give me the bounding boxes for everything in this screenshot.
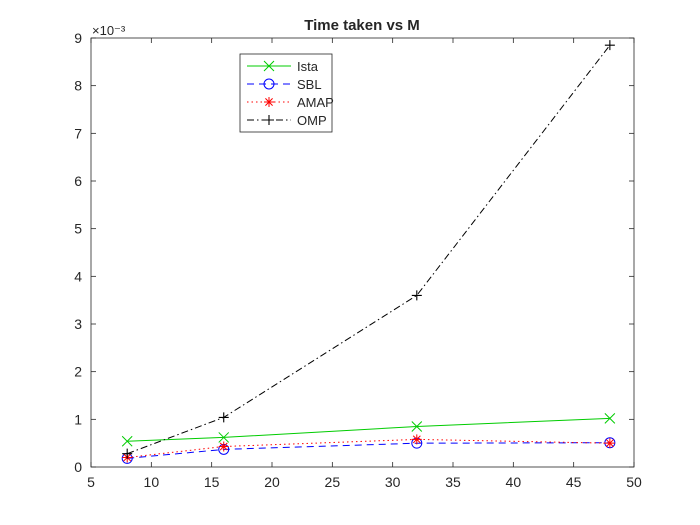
data-point-amap [604, 438, 615, 449]
plot-area: 5 10 15 20 25 30 35 40 45 500123456789IstaSBLAMAP… [74, 30, 642, 490]
legend-label-omp: OMP [297, 113, 327, 128]
data-point-amap [218, 441, 229, 452]
x-tick-label: 20 [264, 474, 280, 490]
x-tick-label: 35 [445, 474, 461, 490]
series-line-omp [127, 44, 611, 455]
legend-label-ista: Ista [297, 59, 319, 74]
series-line-amap [127, 438, 610, 458]
y-tick-label: 3 [74, 316, 82, 332]
x-tick-label: 10 [144, 474, 160, 490]
data-point-ista [121, 435, 133, 447]
y-tick-label: 9 [74, 30, 82, 46]
legend-marker-omp [264, 115, 274, 125]
x-tick-label: 45 [566, 474, 582, 490]
data-point-ista [411, 421, 423, 432]
legend-label-sbl: SBL [297, 77, 322, 92]
legend-marker-amap [264, 97, 274, 107]
x-tick-label: 50 [626, 474, 642, 490]
series-line-ista [127, 417, 610, 442]
data-point-omp [218, 412, 229, 423]
legend-marker-sbl [263, 78, 275, 90]
y-tick-label: 1 [74, 411, 82, 427]
y-tick-label: 7 [74, 125, 82, 141]
y-tick-label: 0 [74, 459, 82, 475]
series-line-sbl [127, 442, 610, 459]
y-tick-label: 4 [74, 268, 82, 284]
data-point-amap [411, 434, 422, 445]
data-point-ista [218, 432, 230, 443]
chart-title: Time taken vs M [304, 17, 420, 34]
x-tick-label: 30 [385, 474, 401, 490]
x-tick-label: 5 [87, 474, 95, 490]
y-tick-label: 8 [74, 78, 82, 94]
data-point-ista [604, 413, 616, 424]
x-tick-label: 15 [204, 474, 220, 490]
axes-box [90, 37, 635, 468]
y-tick-label: 2 [74, 364, 82, 380]
legend-label-amap: AMAP [297, 95, 334, 110]
data-point-omp [122, 448, 133, 459]
legend-marker-ista [263, 60, 275, 72]
data-point-omp [411, 290, 422, 301]
y-tick-label: 6 [74, 173, 82, 189]
y-exponent-label: ×10⁻³ [92, 23, 126, 38]
x-tick-label: 40 [506, 474, 522, 490]
y-tick-label: 5 [74, 221, 82, 237]
x-tick-label: 25 [325, 474, 341, 490]
legend-box [239, 53, 333, 133]
data-point-omp [604, 40, 615, 51]
